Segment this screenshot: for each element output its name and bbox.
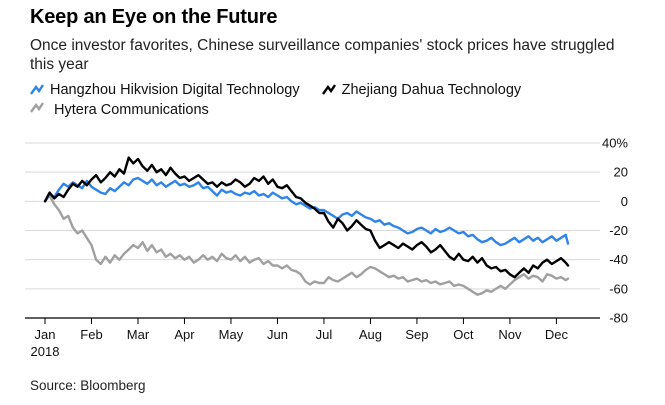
y-tick-label: -40 <box>609 252 628 267</box>
chart-title: Keep an Eye on the Future <box>30 6 278 28</box>
chart-subtitle: Once investor favorites, Chinese surveil… <box>30 37 615 73</box>
x-tick-label: Feb <box>80 327 102 342</box>
y-tick-label: -80 <box>609 311 628 326</box>
legend-swatch-hikvision <box>30 84 44 96</box>
series-line-hytera <box>43 194 570 296</box>
legend-label-dahua: Zhejiang Dahua Technology <box>341 82 522 98</box>
legend-swatch-hytera <box>30 102 44 114</box>
y-tick-label: -60 <box>609 281 628 296</box>
x-tick-label: Jul <box>316 327 333 342</box>
legend-swatch-dahua <box>321 84 336 96</box>
source-note: Source: Bloomberg <box>30 378 146 393</box>
x-tick-label: Jan <box>35 327 56 342</box>
series-line-dahua <box>43 156 570 279</box>
x-tick-label: Apr <box>174 327 195 342</box>
x-tick-label: May <box>219 327 244 342</box>
axes: 40% 20 0 -20 -40 -60 -80 Jan Feb Mar Apr May Jun Jul A… <box>25 136 628 359</box>
y-tick-label: 20 <box>614 165 628 180</box>
legend-item-hytera: Hytera Communications <box>30 102 632 122</box>
x-tick-label: Oct <box>453 327 474 342</box>
x-tick-label: Mar <box>127 327 150 342</box>
x-tick-label: Jun <box>267 327 288 342</box>
y-tick-label: -20 <box>609 223 628 238</box>
legend-label-hytera: Hytera Communications <box>54 102 209 118</box>
x-tick-label: Dec <box>545 327 569 342</box>
legend-label-hikvision: Hangzhou Hikvision Digital Technology <box>50 82 300 98</box>
y-tick-label: 0 <box>621 194 628 209</box>
legend-item-dahua: Zhejiang Dahua Technology <box>321 80 522 100</box>
legend-item-hikvision: Hangzhou Hikvision Digital Technology <box>30 80 300 100</box>
chart-legend: Hangzhou Hikvision Digital Technology Zh… <box>30 80 650 122</box>
y-tick-label: 40% <box>602 136 628 151</box>
gridlines <box>25 142 600 290</box>
x-tick-sublabel-year: 2018 <box>31 344 60 359</box>
series-line-hikvision <box>43 176 570 247</box>
series-lines <box>43 156 570 296</box>
x-tick-label: Sep <box>405 327 428 342</box>
x-tick-label: Nov <box>498 327 522 342</box>
x-tick-label: Aug <box>359 327 382 342</box>
